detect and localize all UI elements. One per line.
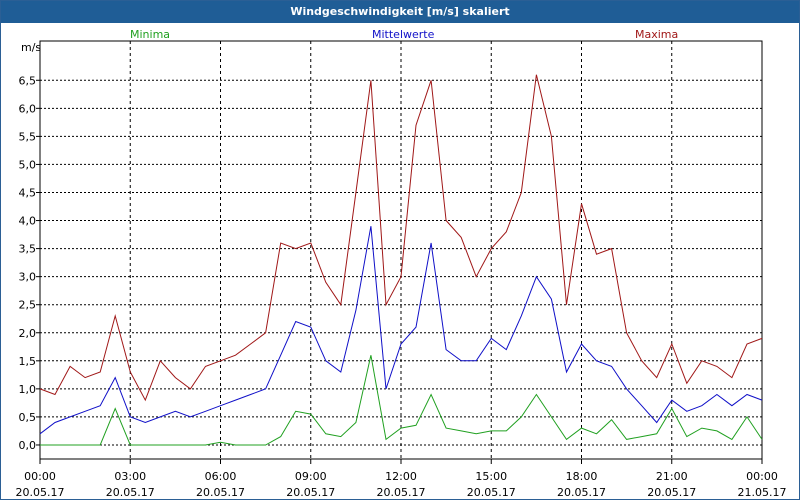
series-line-mittelwerte — [39, 226, 763, 435]
x-tick-date-label: 20.05.17 — [377, 486, 426, 499]
chart-title: Windgeschwindigkeit [m/s] skaliert — [1, 1, 799, 23]
x-tick-time-label: 00:00 — [746, 470, 778, 483]
x-tick-date-label: 21.05.17 — [738, 486, 787, 499]
y-tick-label: 3,5 — [19, 243, 37, 256]
y-tick-label: 4,0 — [19, 215, 37, 228]
x-tick-date-label: 20.05.17 — [557, 486, 606, 499]
y-tick-label: 4,5 — [19, 186, 37, 199]
x-tick-time-label: 00:00 — [24, 470, 56, 483]
x-tick-time-label: 12:00 — [385, 470, 417, 483]
series-line-minima — [40, 355, 763, 446]
x-tick-time-label: 15:00 — [475, 470, 507, 483]
y-tick-label: 2,5 — [19, 299, 37, 312]
y-tick-label: 0,0 — [19, 439, 37, 452]
legend-minima: Minima — [130, 28, 171, 41]
x-tick-date-label: 20.05.17 — [467, 486, 516, 499]
y-tick-label: 6,5 — [19, 74, 37, 87]
y-tick-label: 6,0 — [19, 102, 37, 115]
x-tick-date-label: 20.05.17 — [16, 486, 65, 499]
y-tick-label: 2,0 — [19, 327, 37, 340]
y-tick-label: 1,5 — [19, 355, 37, 368]
x-tick-date-label: 20.05.17 — [647, 486, 696, 499]
y-axis-unit-label: m/s — [21, 41, 42, 54]
y-tick-label: 5,0 — [19, 158, 37, 171]
y-tick-label: 5,5 — [19, 130, 37, 143]
x-tick-date-label: 20.05.17 — [286, 486, 335, 499]
legend-maxima: Maxima — [635, 28, 679, 41]
series-line-maxima — [39, 74, 763, 402]
x-tick-time-label: 21:00 — [656, 470, 688, 483]
x-tick-date-label: 20.05.17 — [196, 486, 245, 499]
y-tick-label: 1,0 — [19, 383, 37, 396]
x-tick-time-label: 06:00 — [205, 470, 237, 483]
x-tick-date-label: 20.05.17 — [106, 486, 155, 499]
y-tick-label: 3,0 — [19, 271, 37, 284]
x-tick-time-label: 09:00 — [295, 470, 327, 483]
y-tick-label: 0,5 — [19, 411, 37, 424]
x-tick-time-label: 03:00 — [114, 470, 146, 483]
x-tick-time-label: 18:00 — [566, 470, 598, 483]
legend-mittelwerte: Mittelwerte — [372, 28, 435, 41]
